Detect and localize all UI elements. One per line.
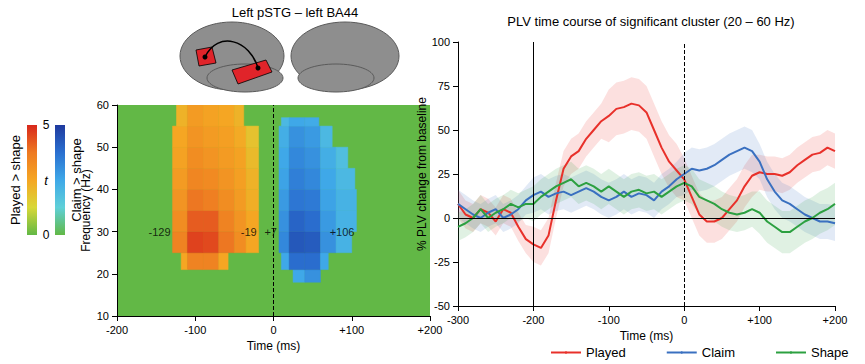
svg-text:-129: -129 — [149, 226, 171, 238]
svg-text:50: 50 — [438, 124, 450, 136]
svg-text:0: 0 — [43, 228, 50, 242]
svg-text:Frequency (Hz): Frequency (Hz) — [79, 169, 93, 252]
svg-text:30: 30 — [97, 226, 109, 238]
svg-text:Played: Played — [586, 345, 626, 360]
svg-text:-50: -50 — [434, 300, 450, 312]
svg-text:-100: -100 — [184, 324, 206, 336]
svg-text:25: 25 — [438, 168, 450, 180]
svg-text:5: 5 — [43, 118, 50, 132]
svg-text:+106: +106 — [330, 226, 355, 238]
svg-text:40: 40 — [97, 183, 109, 195]
svg-text:-100: -100 — [598, 314, 620, 326]
svg-text:100: 100 — [432, 36, 450, 48]
svg-text:20: 20 — [97, 268, 109, 280]
svg-text:+100: +100 — [339, 324, 364, 336]
svg-text:-200: -200 — [106, 324, 128, 336]
svg-text:+100: +100 — [747, 314, 772, 326]
svg-text:+7: +7 — [264, 226, 277, 238]
svg-text:50: 50 — [97, 141, 109, 153]
svg-text:-200: -200 — [522, 314, 544, 326]
svg-text:PLV time course of significant: PLV time course of significant cluster (… — [507, 14, 794, 29]
svg-text:0: 0 — [681, 314, 687, 326]
svg-text:+200: +200 — [823, 314, 848, 326]
svg-text:0: 0 — [270, 324, 276, 336]
svg-text:Claim > shape: Claim > shape — [68, 138, 84, 222]
svg-text:% PLV change from baseline: % PLV change from baseline — [415, 97, 429, 251]
svg-text:75: 75 — [438, 80, 450, 92]
svg-text:-300: -300 — [447, 314, 469, 326]
svg-text:-19: -19 — [241, 226, 257, 238]
svg-text:Time (ms): Time (ms) — [620, 329, 674, 343]
svg-text:Claim: Claim — [702, 345, 735, 360]
svg-text:-25: -25 — [434, 256, 450, 268]
svg-text:Time (ms): Time (ms) — [247, 339, 301, 353]
svg-text:0: 0 — [444, 212, 450, 224]
svg-text:Shape: Shape — [811, 345, 849, 360]
svg-text:10: 10 — [97, 310, 109, 322]
svg-text:t: t — [44, 173, 49, 188]
svg-text:Played > shape: Played > shape — [8, 135, 23, 225]
svg-text:60: 60 — [97, 99, 109, 111]
svg-text:+200: +200 — [418, 324, 443, 336]
svg-text:Left pSTG – left BA44: Left pSTG – left BA44 — [232, 5, 358, 20]
